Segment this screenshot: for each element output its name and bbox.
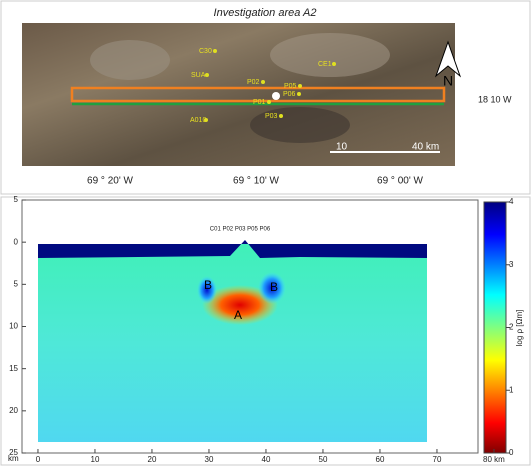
anomaly-label: B [204, 278, 212, 292]
site-marker [213, 49, 217, 53]
site-marker [332, 62, 336, 66]
satellite-image [22, 23, 455, 166]
site-label: P02 [247, 79, 260, 86]
anomaly-shape [202, 285, 278, 325]
site-marker [205, 73, 209, 77]
colorbar [483, 201, 507, 454]
x-tick-label: 40 [262, 455, 271, 464]
surface-layer [38, 240, 427, 258]
colorbar-tick-label: 0 [509, 448, 514, 457]
model-field [38, 244, 427, 442]
y-tick-label: 5 [14, 279, 19, 288]
site-marker [267, 100, 271, 104]
area-box [70, 86, 446, 103]
lon-label: 69 ° 10' W [233, 176, 279, 187]
x-tick-label: 70 [433, 455, 442, 464]
colorbar-tick-label: 3 [509, 260, 514, 269]
anomaly-shape [258, 272, 286, 304]
north-arrow [434, 40, 462, 78]
x-tick-label: 60 [376, 455, 385, 464]
anomaly-label: B [270, 280, 278, 294]
site-marker [279, 114, 283, 118]
site-marker [204, 118, 208, 122]
scale-label: 40 km [412, 142, 439, 153]
site-label: SUA [191, 72, 206, 79]
y-tick-label: 20 [9, 406, 18, 415]
colorbar-tick-label: 1 [509, 385, 514, 394]
colorbar-label: log ρ [Ωm] [515, 310, 524, 347]
y-tick-label: 5 [14, 195, 19, 204]
terrain [250, 107, 350, 143]
terrain [270, 33, 390, 77]
site-label: P01 [253, 99, 266, 106]
map-title: Investigation area A2 [214, 7, 317, 19]
site-label: P05 [284, 83, 297, 90]
lat-label: 18 10 W [478, 94, 512, 104]
anomaly-label: A [234, 308, 242, 322]
lon-label: 69 ° 00' W [377, 176, 423, 187]
anomaly-shape [197, 276, 217, 304]
scale-label: 10 [336, 142, 348, 153]
x-tick-label: 50 [319, 455, 328, 464]
y-tick-label: 0 [14, 237, 19, 246]
north-label: N [443, 73, 453, 89]
site-label: P03 [265, 113, 278, 120]
terrain [90, 40, 170, 80]
x-tick-label: 20 [148, 455, 157, 464]
site-marker [261, 80, 265, 84]
y-axis-label: km [8, 454, 19, 463]
site-label: C30 [199, 48, 212, 55]
colorbar-tick-label: 2 [509, 323, 514, 332]
colorbar-tick-label: 4 [509, 197, 514, 206]
lon-label: 69 ° 20' W [87, 176, 133, 187]
x-tick-label: 30 [205, 455, 214, 464]
x-tick-label: 80 km [483, 455, 505, 464]
y-tick-label: 25 [9, 448, 18, 457]
site-label: A010 [190, 117, 206, 124]
station-labels: C01 P02 P03 P05 P06 [210, 227, 271, 233]
site-marker [298, 84, 302, 88]
y-tick-label: 15 [9, 364, 18, 373]
site-label: CE1 [318, 61, 332, 68]
site-label: P06 [283, 91, 296, 98]
x-tick-label: 10 [91, 455, 100, 464]
x-tick-label: 0 [36, 455, 41, 464]
marker [272, 92, 280, 100]
y-tick-label: 10 [9, 322, 18, 331]
site-marker [297, 92, 301, 96]
